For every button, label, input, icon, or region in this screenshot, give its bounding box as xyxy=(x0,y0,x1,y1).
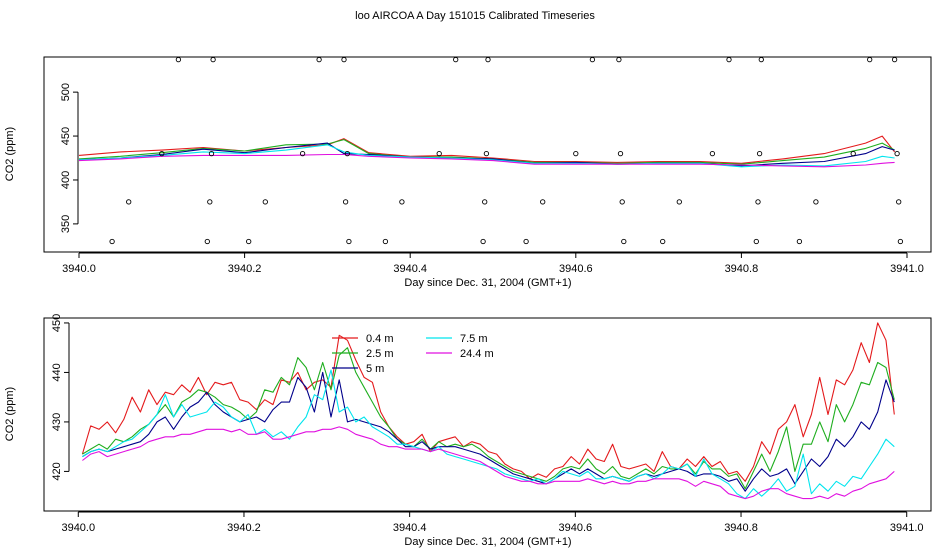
top-marker-1 xyxy=(126,199,132,205)
top-y-axis: 350 400 450 500 xyxy=(60,83,79,233)
chart-title: loo AIRCOA A Day 151015 Calibrated Times… xyxy=(355,10,595,22)
top-marker-12 xyxy=(341,56,347,63)
top-marker-28 xyxy=(616,56,622,63)
top-marker-19 xyxy=(453,56,459,63)
top-marker-45 xyxy=(894,150,900,157)
top-x-tick-label-0: 3940.0 xyxy=(62,263,96,275)
top-y-axis-title: CO2 (ppm) xyxy=(4,127,16,181)
bottom-y-tick-label-3: 450 xyxy=(51,314,63,332)
top-marker-16 xyxy=(382,238,389,245)
top-marker-6 xyxy=(208,150,215,157)
top-marker-23 xyxy=(485,56,491,63)
bottom-x-tick-label-3: 3940.6 xyxy=(559,522,593,534)
top-marker-8 xyxy=(246,238,252,245)
top-marker-22 xyxy=(483,150,490,157)
top-marker-39 xyxy=(758,56,764,63)
bottom-series-line-1 xyxy=(82,347,895,490)
bottom-x-tick-label-0: 3940.0 xyxy=(61,522,95,534)
top-marker-3 xyxy=(175,56,182,63)
top-marker-40 xyxy=(796,238,803,245)
top-x-tick-label-3: 3940.6 xyxy=(559,263,593,275)
bottom-x-tick-label-5: 3941.0 xyxy=(890,522,924,534)
legend-label-3: 7.5 m xyxy=(460,333,488,345)
top-x-axis: 3940.0 3940.2 3940.4 3940.6 3940.8 3941.0 xyxy=(62,252,924,275)
legend-label-2: 5 m xyxy=(366,363,384,375)
top-marker-47 xyxy=(897,238,904,245)
top-marker-37 xyxy=(755,199,761,205)
top-marker-33 xyxy=(676,199,682,205)
top-marker-43 xyxy=(867,56,873,63)
bottom-x-axis: 3940.0 3940.2 3940.4 3940.6 3940.8 3941.0 xyxy=(61,511,924,534)
bottom-series-group xyxy=(81,322,895,500)
top-marker-15 xyxy=(346,238,352,245)
bottom-series-line-0 xyxy=(81,322,895,482)
bottom-series-line-2 xyxy=(82,371,895,492)
top-marker-44 xyxy=(891,56,898,63)
top-x-tick-label-4: 3940.8 xyxy=(725,263,759,275)
bottom-panel: 3940.0 3940.2 3940.4 3940.6 3940.8 3941.0 420… xyxy=(4,314,932,548)
top-marker-36 xyxy=(753,238,759,245)
top-y-tick-label-3: 500 xyxy=(60,83,72,101)
top-marker-11 xyxy=(316,56,322,63)
top-y-tick-label-1: 400 xyxy=(60,171,72,189)
top-marker-9 xyxy=(262,199,268,205)
bottom-y-tick-label-1: 430 xyxy=(51,413,63,431)
top-panel: 3940.0 3940.2 3940.4 3940.6 3940.8 3941.0 350… xyxy=(4,56,932,289)
top-x-tick-label-1: 3940.2 xyxy=(228,263,262,275)
top-markers-group xyxy=(109,56,904,245)
top-series-line-2 xyxy=(78,142,895,167)
bottom-x-tick-label-1: 3940.2 xyxy=(227,522,261,534)
top-marker-5 xyxy=(207,199,213,205)
legend-label-4: 24.4 m xyxy=(460,348,494,360)
bottom-y-axis: 420 430 440 450 xyxy=(51,314,70,481)
bottom-x-axis-title: Day since Dec. 31, 2004 (GMT+1) xyxy=(404,536,571,548)
top-marker-26 xyxy=(573,150,579,157)
top-y-tick-label-2: 450 xyxy=(60,127,72,145)
top-marker-4 xyxy=(204,238,210,245)
top-marker-32 xyxy=(660,238,666,245)
top-marker-34 xyxy=(709,150,716,157)
top-x-tick-label-5: 3941.0 xyxy=(890,263,924,275)
top-marker-18 xyxy=(436,150,442,157)
top-x-tick-label-2: 3940.4 xyxy=(393,263,427,275)
top-y-tick-label-0: 350 xyxy=(60,215,72,233)
top-marker-35 xyxy=(726,56,732,63)
top-marker-14 xyxy=(344,150,350,157)
top-marker-27 xyxy=(589,56,596,63)
top-marker-0 xyxy=(109,238,115,245)
top-marker-2 xyxy=(159,150,165,157)
top-marker-10 xyxy=(299,150,306,157)
bottom-x-tick-label-2: 3940.4 xyxy=(393,522,427,534)
top-marker-17 xyxy=(399,199,405,205)
bottom-series-line-4 xyxy=(82,426,895,500)
bottom-x-tick-label-4: 3940.8 xyxy=(724,522,758,534)
top-marker-30 xyxy=(619,199,625,205)
top-marker-29 xyxy=(617,150,624,157)
top-marker-46 xyxy=(896,199,902,205)
bottom-y-axis-title: CO2 (ppm) xyxy=(4,387,16,441)
top-marker-25 xyxy=(540,199,546,205)
top-marker-20 xyxy=(480,238,486,245)
bottom-plot-frame xyxy=(43,317,932,512)
top-marker-7 xyxy=(210,56,216,63)
top-series-line-4 xyxy=(78,153,895,168)
top-x-axis-title: Day since Dec. 31, 2004 (GMT+1) xyxy=(404,277,571,289)
top-marker-38 xyxy=(756,150,763,157)
top-marker-21 xyxy=(482,199,488,205)
legend-label-0: 0.4 m xyxy=(366,333,394,345)
legend-label-1: 2.5 m xyxy=(366,348,394,360)
top-series-group xyxy=(78,135,896,168)
top-marker-41 xyxy=(813,199,819,205)
bottom-y-tick-label-0: 420 xyxy=(51,462,63,480)
legend: 0.4 m 2.5 m 5 m 7.5 m 24.4 m xyxy=(332,333,494,375)
bottom-y-tick-label-2: 440 xyxy=(51,363,63,381)
top-marker-24 xyxy=(523,238,529,245)
top-marker-13 xyxy=(342,199,349,205)
top-series-line-3 xyxy=(78,144,895,168)
top-marker-42 xyxy=(850,150,856,157)
top-marker-31 xyxy=(621,238,627,245)
